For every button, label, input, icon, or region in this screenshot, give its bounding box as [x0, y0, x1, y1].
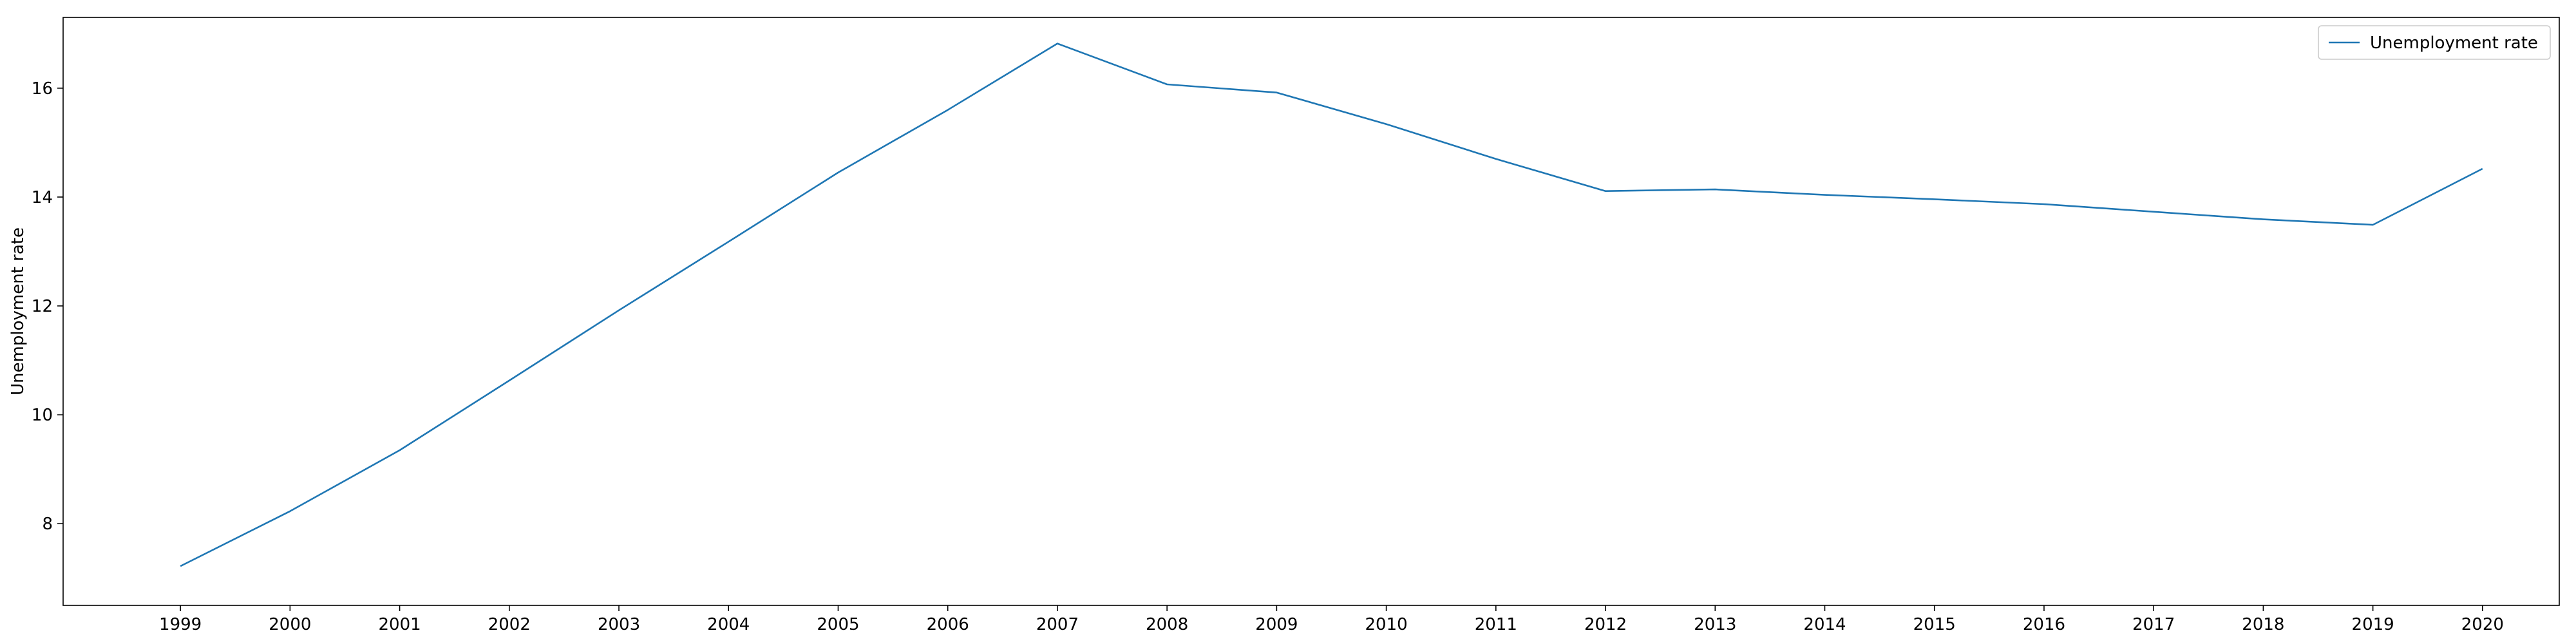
y-tick-label: 14 — [32, 188, 53, 207]
y-tick-label: 8 — [42, 515, 53, 534]
x-tick-label: 2000 — [269, 615, 311, 634]
axes: 1999 2000 2001 2002 2003 2004 2005 2006 2007 2008… — [8, 17, 2560, 634]
x-tick-label: 2020 — [2461, 615, 2504, 634]
series-line — [180, 43, 2483, 567]
x-tick-label: 2011 — [1475, 615, 1517, 634]
x-tick-label: 2016 — [2023, 615, 2065, 634]
x-tick-label: 2002 — [488, 615, 531, 634]
legend-box — [2318, 25, 2551, 60]
y-tick-label: 12 — [32, 297, 53, 316]
x-tick-label: 2001 — [379, 615, 421, 634]
x-tick-label: 2015 — [1913, 615, 1956, 634]
x-tick-label: 2008 — [1146, 615, 1188, 634]
plot-frame — [62, 17, 2560, 606]
x-tick-label: 2019 — [2352, 615, 2394, 634]
x-tick-label: 2018 — [2242, 615, 2284, 634]
x-tick-label: 2010 — [1365, 615, 1408, 634]
x-tick-label: 2004 — [707, 615, 750, 634]
x-tick-label: 1999 — [159, 615, 202, 634]
y-tick-label: 10 — [32, 406, 53, 425]
x-tick-label: 2005 — [817, 615, 859, 634]
legend-label: Unemployment rate — [2370, 33, 2538, 53]
x-tick-label: 2003 — [598, 615, 640, 634]
x-tick-label: 2006 — [927, 615, 969, 634]
x-tick-label: 2009 — [1255, 615, 1298, 634]
x-tick-label: 2014 — [1803, 615, 1846, 634]
x-tick-label: 2007 — [1036, 615, 1079, 634]
y-axis-label: Unemployment rate — [8, 227, 28, 395]
x-tick-label: 2017 — [2132, 615, 2175, 634]
x-tick-label: 2012 — [1584, 615, 1627, 634]
x-tick-label: 2013 — [1694, 615, 1736, 634]
y-tick-label: 16 — [32, 79, 53, 99]
